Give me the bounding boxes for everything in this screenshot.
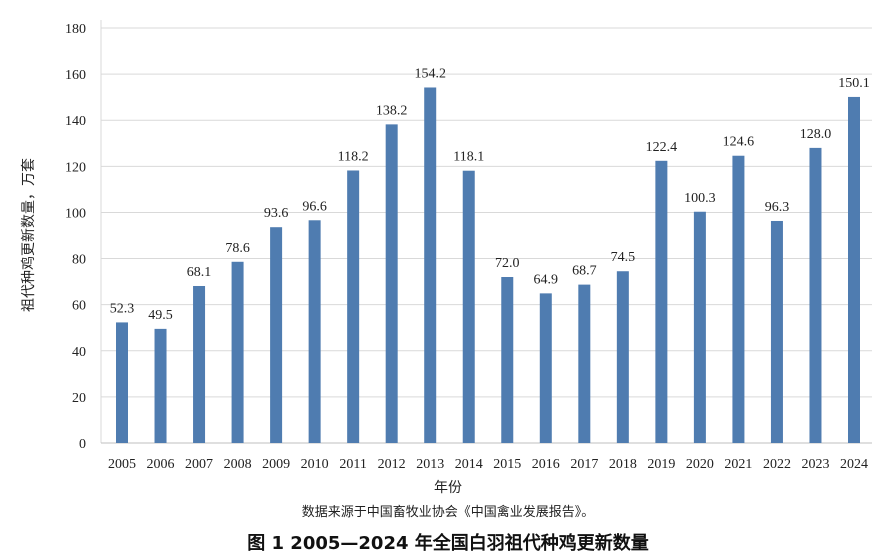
data-label-2019: 122.4 xyxy=(646,140,678,155)
x-tick-label-2009: 2009 xyxy=(262,457,290,472)
source-note: 数据来源于中国畜牧业协会《中国禽业发展报告》。 xyxy=(301,505,595,520)
x-tick-label-2010: 2010 xyxy=(301,457,329,472)
x-tick-label-2014: 2014 xyxy=(455,457,483,472)
data-label-2016: 64.9 xyxy=(534,272,559,287)
bar-2022 xyxy=(770,220,783,443)
x-tick-label-2013: 2013 xyxy=(416,457,444,472)
bar-2019 xyxy=(655,160,668,444)
data-label-2023: 128.0 xyxy=(800,127,832,142)
x-axis-title: 年份 xyxy=(434,480,462,496)
bar-2010 xyxy=(308,220,321,443)
data-label-2015: 72.0 xyxy=(495,256,520,271)
bar-2009 xyxy=(270,227,283,443)
bar-2021 xyxy=(732,155,745,443)
y-tick-label: 60 xyxy=(72,299,86,314)
bar-2024 xyxy=(848,96,860,444)
y-tick-label: 100 xyxy=(65,206,86,221)
bar-2023 xyxy=(809,147,822,443)
x-tick-label-2020: 2020 xyxy=(686,457,714,472)
bar-2020 xyxy=(693,211,706,443)
x-tick-label-2021: 2021 xyxy=(724,457,752,472)
data-label-2011: 118.2 xyxy=(338,149,369,164)
x-tick-label-2012: 2012 xyxy=(378,457,406,472)
bar-2012 xyxy=(385,124,398,443)
y-axis-title: 祖代种鸡更新数量，万套 xyxy=(20,158,37,312)
y-tick-label: 140 xyxy=(65,114,86,129)
x-tick-label-2019: 2019 xyxy=(647,457,675,472)
bar-2008 xyxy=(231,261,244,443)
y-tick-label: 120 xyxy=(65,160,86,175)
x-tick-label-2022: 2022 xyxy=(763,457,791,472)
x-tick-label-2007: 2007 xyxy=(185,457,213,472)
x-tick-label-2018: 2018 xyxy=(609,457,637,472)
y-tick-label: 40 xyxy=(72,345,86,360)
y-tick-label: 160 xyxy=(65,68,86,83)
bar-2017 xyxy=(578,284,591,443)
data-label-2010: 96.6 xyxy=(302,199,327,214)
bar-2013 xyxy=(424,87,437,443)
x-tick-label-2005: 2005 xyxy=(108,457,136,472)
x-tick-label-2011: 2011 xyxy=(339,457,366,472)
data-label-2007: 68.1 xyxy=(187,265,212,280)
bar-2011 xyxy=(347,170,360,443)
data-label-2008: 78.6 xyxy=(225,241,250,256)
y-tick-label: 180 xyxy=(65,22,86,37)
x-tick-label-2017: 2017 xyxy=(570,457,598,472)
data-label-2024: 150.1 xyxy=(838,76,870,91)
x-tick-label-2023: 2023 xyxy=(801,457,829,472)
x-tick-label-2024: 2024 xyxy=(840,457,868,472)
x-tick-label-2008: 2008 xyxy=(224,457,252,472)
bar-2015 xyxy=(501,277,514,443)
data-label-2020: 100.3 xyxy=(684,191,716,206)
data-label-2017: 68.7 xyxy=(572,264,597,279)
data-label-2013: 154.2 xyxy=(414,66,446,81)
data-label-2009: 93.6 xyxy=(264,206,289,221)
bar-2005 xyxy=(116,322,128,443)
figure-caption: 图 1 2005—2024 年全国白羽祖代种鸡更新数量 xyxy=(247,533,649,554)
bar-2016 xyxy=(539,293,552,443)
y-tick-label: 20 xyxy=(72,391,86,406)
bar-2006 xyxy=(154,328,167,443)
bar-2018 xyxy=(616,271,629,443)
data-label-2012: 138.2 xyxy=(376,103,408,118)
data-label-2014: 118.1 xyxy=(453,150,484,165)
data-label-2005: 52.3 xyxy=(110,301,135,316)
bar-2014 xyxy=(462,170,475,444)
x-tick-label-2015: 2015 xyxy=(493,457,521,472)
x-tick-label-2016: 2016 xyxy=(532,457,560,472)
data-label-2018: 74.5 xyxy=(611,250,636,265)
data-label-2022: 96.3 xyxy=(765,200,790,215)
y-tick-label: 80 xyxy=(72,253,86,268)
y-tick-label: 0 xyxy=(79,437,86,452)
bar-2007 xyxy=(193,285,206,443)
bar-chart: 0 20 40 60 80 100 120 140 160 180 52.3 2005 49.5 2006… xyxy=(20,20,872,496)
data-label-2021: 124.6 xyxy=(723,135,755,150)
data-label-2006: 49.5 xyxy=(148,308,173,323)
x-tick-label-2006: 2006 xyxy=(147,457,175,472)
